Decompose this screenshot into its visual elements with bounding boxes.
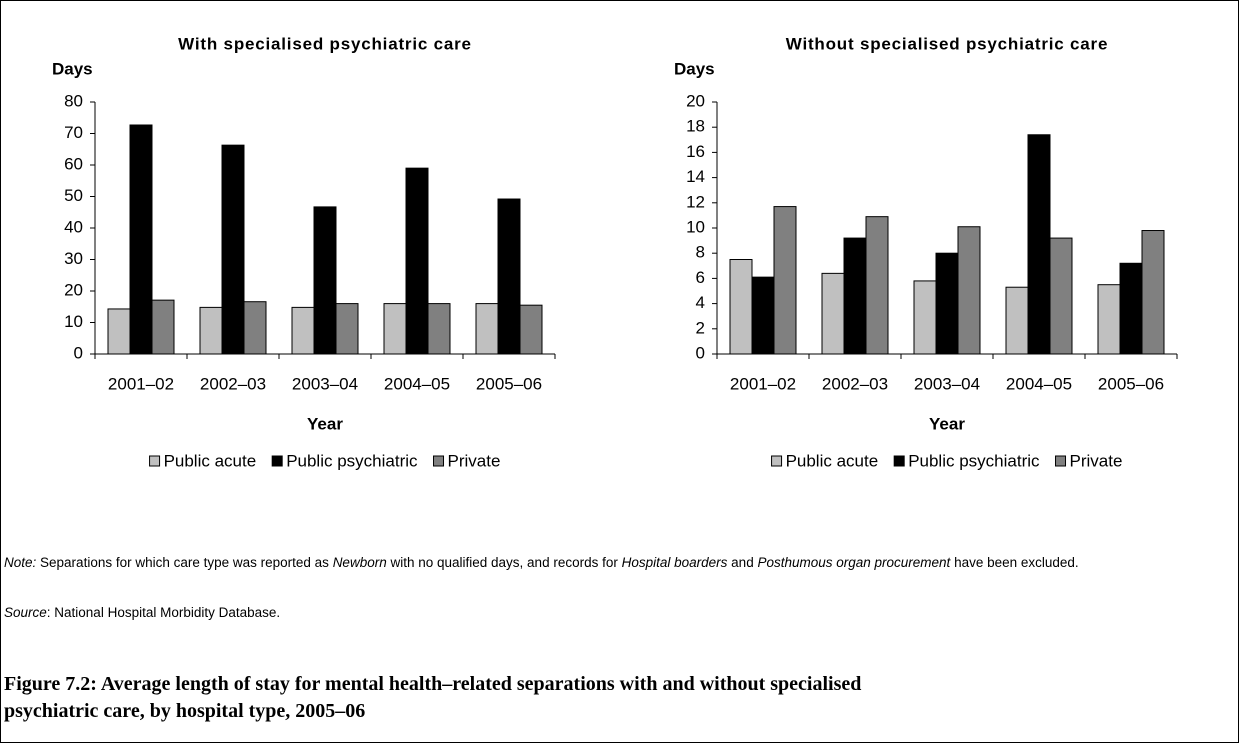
source-text: : National Hospital Morbidity Database. (46, 605, 281, 620)
y-tick-label: 20 (686, 91, 705, 110)
bar (1119, 262, 1143, 355)
legend-swatch (433, 455, 445, 467)
bar (427, 303, 451, 355)
legend-swatch (893, 455, 905, 467)
y-axis-label: Days (674, 59, 715, 78)
y-tick-label: 70 (64, 123, 83, 142)
source-label: Source (4, 605, 47, 620)
y-tick-label: 50 (64, 186, 83, 205)
figure-caption: Figure 7.2: Average length of stay for m… (4, 673, 862, 722)
bar (729, 259, 753, 355)
y-tick-label: 30 (64, 249, 83, 268)
bar (821, 272, 845, 355)
y-tick-label: 12 (686, 192, 705, 211)
note-text: Hospital boarders (621, 555, 728, 570)
x-tick-label: 2002–03 (200, 374, 266, 393)
note-text: with no qualified days, and records for (386, 555, 622, 570)
y-tick-label: 0 (696, 343, 705, 362)
x-axis-label: Year (929, 414, 965, 433)
y-tick-label: 14 (686, 167, 705, 186)
note-text: have been excluded. (950, 555, 1079, 570)
note-label: Note: (4, 555, 37, 570)
legend-label: Public psychiatric (908, 451, 1040, 470)
bar (243, 301, 267, 355)
bar (335, 303, 359, 355)
bar (383, 303, 407, 355)
bar (405, 167, 429, 355)
legend-label: Public acute (786, 451, 879, 470)
y-tick-label: 16 (686, 142, 705, 161)
legend-label: Private (1070, 451, 1123, 470)
x-tick-label: 2005–06 (1098, 374, 1164, 393)
note-text: Newborn (332, 555, 387, 570)
note-text: and (727, 555, 758, 570)
y-tick-label: 6 (696, 268, 705, 287)
y-tick-label: 10 (686, 217, 705, 236)
bar (1005, 286, 1029, 355)
bar (773, 206, 797, 355)
note-text: Separations for which care type was repo… (36, 555, 333, 570)
bar (313, 206, 337, 355)
bar (957, 226, 981, 355)
legend-swatch (771, 455, 783, 467)
y-tick-label: 4 (696, 293, 705, 312)
y-axis-label: Days (52, 59, 93, 78)
x-tick-label: 2004–05 (1006, 374, 1072, 393)
note: Note: Separations for which care type wa… (4, 552, 1238, 573)
y-tick-label: 20 (64, 280, 83, 299)
bar (913, 280, 937, 355)
source: Source: National Hospital Morbidity Data… (4, 605, 280, 620)
bar (865, 216, 889, 355)
legend-swatch (1055, 455, 1067, 467)
bar (935, 252, 959, 355)
chart-title: With specialised psychiatric care (178, 34, 472, 53)
bar (107, 308, 131, 355)
legend-swatch (149, 455, 161, 467)
legend-label: Public acute (164, 451, 257, 470)
y-tick-label: 10 (64, 312, 83, 331)
bar (843, 237, 867, 355)
chart-title: Without specialised psychiatric care (786, 34, 1108, 53)
note-text: Posthumous organ procurement (757, 555, 951, 570)
x-axis-label: Year (307, 414, 343, 433)
bar (1141, 230, 1165, 355)
bar (1049, 237, 1073, 355)
y-tick-label: 40 (64, 217, 83, 236)
x-tick-label: 2001–02 (730, 374, 796, 393)
bar (199, 306, 223, 355)
bar (475, 303, 499, 355)
y-tick-label: 80 (64, 91, 83, 110)
bar (497, 198, 521, 355)
legend-label: Public psychiatric (286, 451, 418, 470)
x-tick-label: 2002–03 (822, 374, 888, 393)
x-tick-label: 2003–04 (292, 374, 358, 393)
y-tick-label: 8 (696, 243, 705, 262)
x-tick-label: 2004–05 (384, 374, 450, 393)
charts: With specialised psychiatric care Days Yea… (52, 34, 1178, 470)
bar (751, 276, 775, 355)
bar (221, 144, 245, 355)
bar (519, 304, 543, 355)
y-tick-label: 0 (74, 343, 83, 362)
x-tick-label: 2001–02 (108, 374, 174, 393)
bar (291, 306, 315, 355)
y-tick-label: 2 (696, 318, 705, 337)
legend-swatch (271, 455, 283, 467)
bar (151, 299, 175, 355)
bar (129, 124, 153, 355)
legend-label: Private (448, 451, 501, 470)
y-tick-label: 60 (64, 154, 83, 173)
x-tick-label: 2003–04 (914, 374, 980, 393)
x-tick-label: 2005–06 (476, 374, 542, 393)
y-tick-label: 18 (686, 117, 705, 136)
bar (1097, 284, 1121, 355)
bar (1027, 134, 1051, 355)
